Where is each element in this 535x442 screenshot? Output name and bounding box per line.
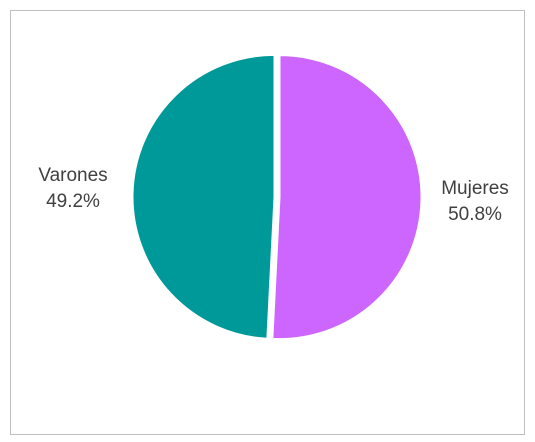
data-label-varones-value: 49.2%	[46, 191, 100, 212]
pie-slice-mujeres	[271, 54, 423, 341]
data-label-mujeres-name: Mujeres	[441, 178, 509, 199]
data-label-varones: Varones 49.2%	[18, 163, 128, 215]
data-label-mujeres-value: 50.8%	[448, 204, 502, 225]
data-label-varones-name: Varones	[38, 165, 108, 186]
data-label-mujeres: Mujeres 50.8%	[425, 176, 525, 228]
pie-slice-varones	[131, 53, 276, 340]
